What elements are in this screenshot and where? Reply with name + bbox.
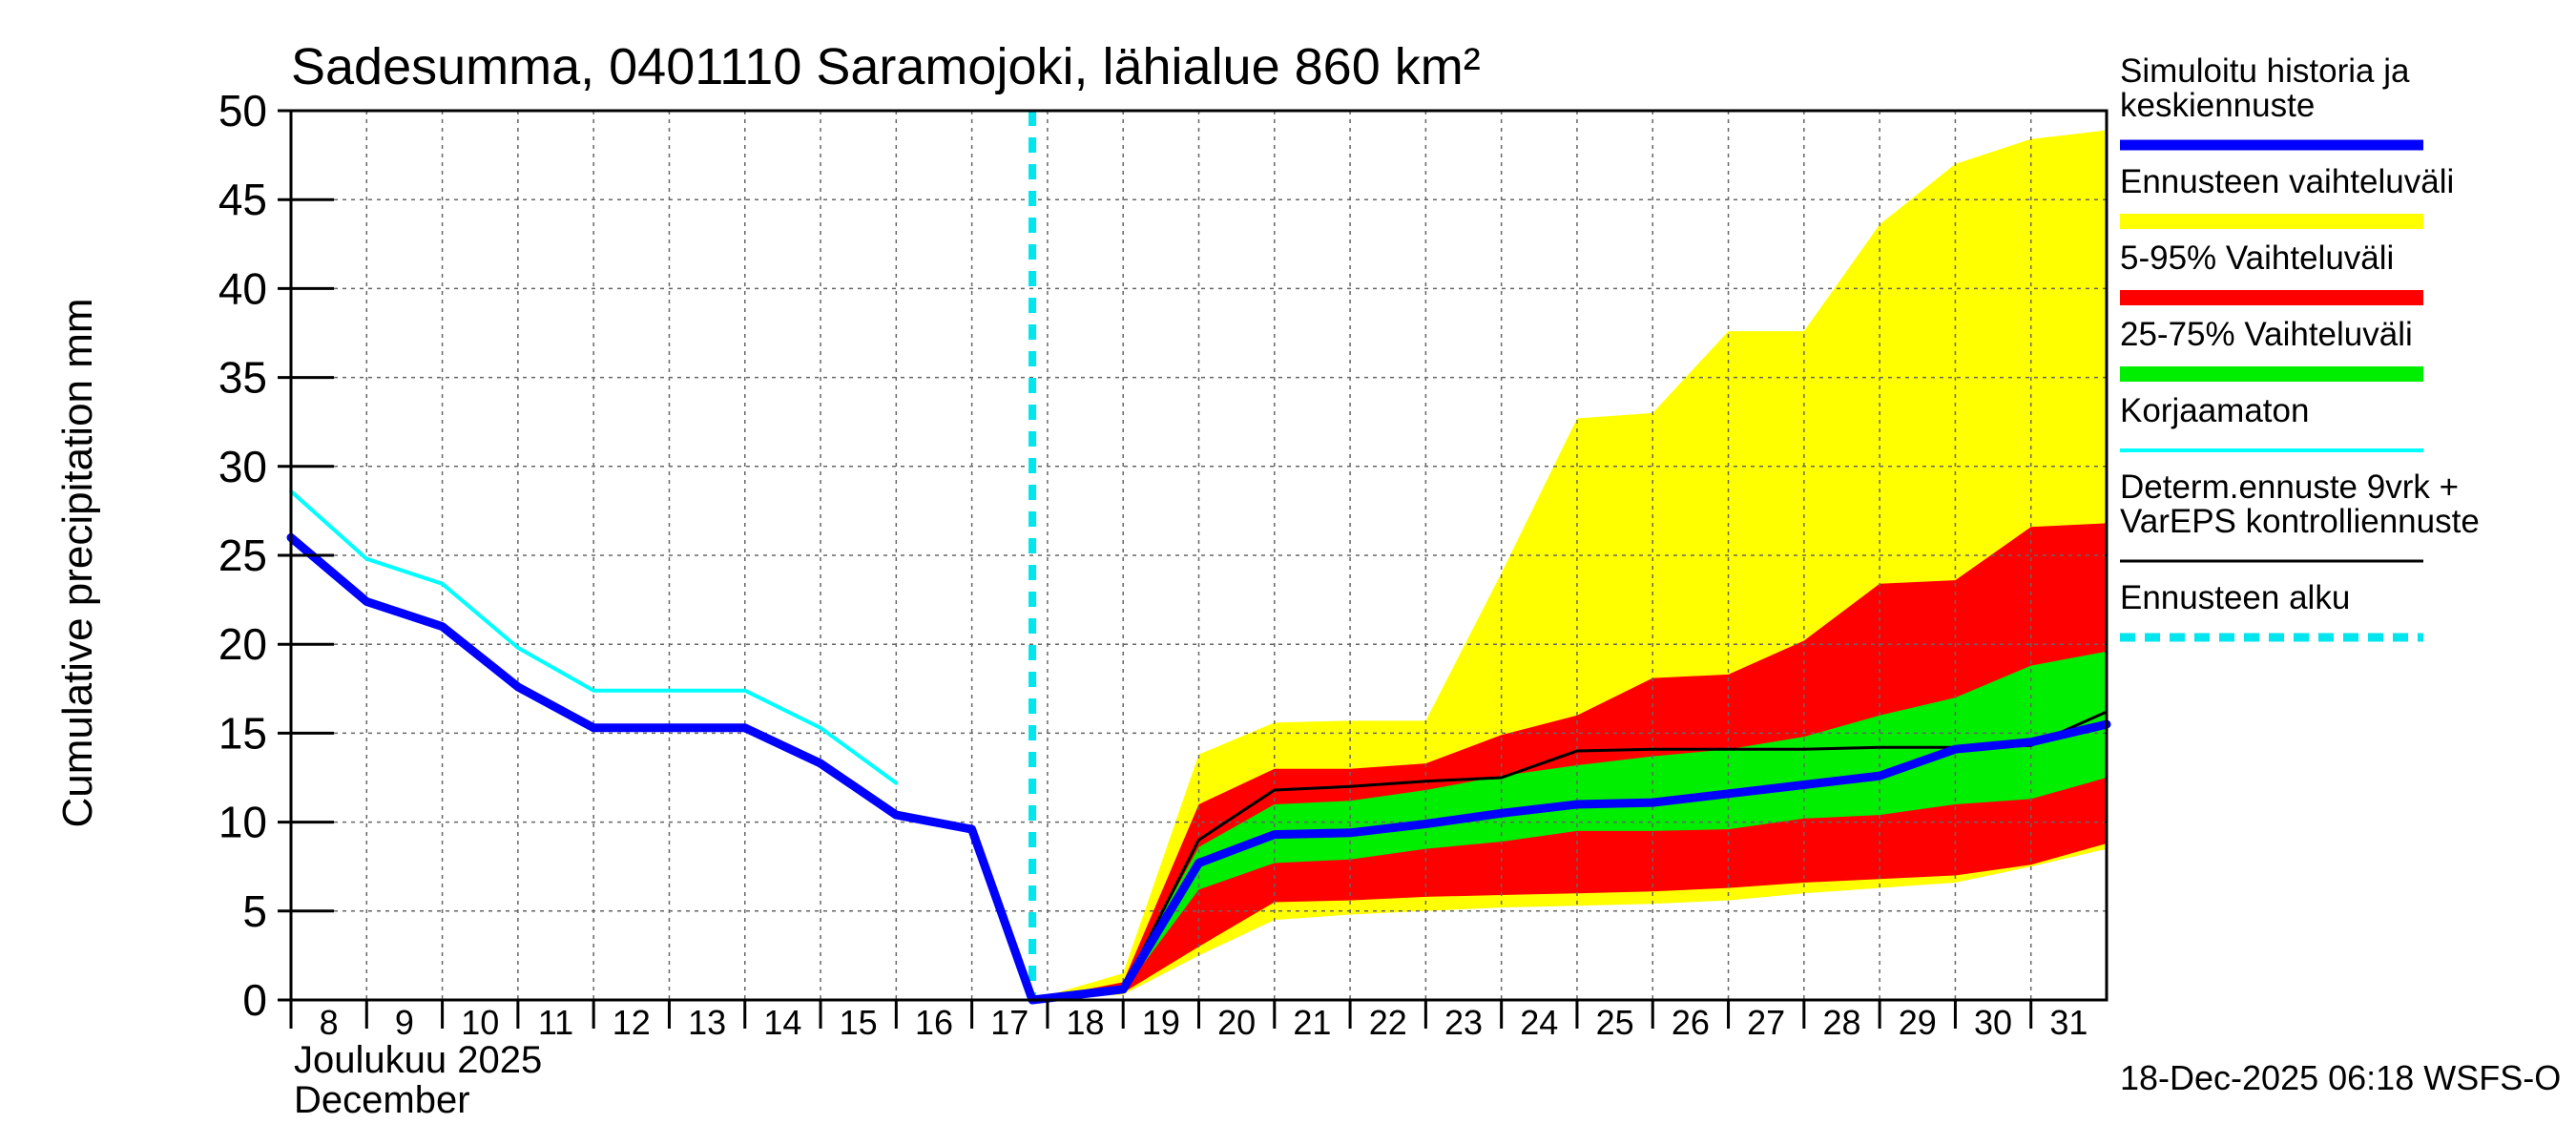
y-tick-label: 45	[218, 175, 267, 224]
y-tick-label: 20	[218, 619, 267, 669]
x-tick-label: 26	[1672, 1003, 1710, 1042]
y-tick-label: 25	[218, 531, 267, 580]
legend-label: keskiennuste	[2120, 87, 2315, 124]
legend-label: 25-75% Vaihteluväli	[2120, 316, 2413, 353]
y-tick-label: 30	[218, 442, 267, 491]
x-tick-label: 24	[1520, 1003, 1558, 1042]
x-tick-label: 28	[1822, 1003, 1860, 1042]
y-tick-label: 50	[218, 86, 267, 135]
legend-label: Simuloitu historia ja	[2120, 52, 2410, 90]
grid	[291, 110, 2107, 1000]
x-tick-label: 8	[320, 1003, 339, 1042]
footer-timestamp: 18-Dec-2025 06:18 WSFS-O	[2120, 1058, 2561, 1097]
y-tick-label: 15	[218, 708, 267, 758]
x-tick-label: 29	[1899, 1003, 1937, 1042]
legend-label: 5-95% Vaihteluväli	[2120, 239, 2394, 277]
x-axis-month-label: Joulukuu 2025	[294, 1039, 542, 1081]
series-lines	[286, 111, 2111, 1005]
x-tick-label: 14	[763, 1003, 801, 1042]
band-1	[1032, 523, 2107, 1000]
x-tick-label: 11	[538, 1003, 573, 1042]
x-tick-label: 22	[1369, 1003, 1407, 1042]
chart-title: Sadesumma, 0401110 Saramojoki, lähialue …	[291, 38, 1481, 95]
legend-label: VarEPS kontrolliennuste	[2120, 503, 2480, 540]
x-tick-label: 18	[1067, 1003, 1105, 1042]
x-tick-label: 12	[613, 1003, 651, 1042]
series-line-3	[1030, 710, 2109, 1002]
axes: 0 5 10 15 20 25 30 35 40 45 50 8 9 10 11 12 13 14 15 16 17 18…	[218, 86, 2109, 1042]
x-tick-label: 21	[1293, 1003, 1331, 1042]
x-tick-label: 20	[1217, 1003, 1256, 1042]
x-tick-label: 9	[395, 1003, 414, 1042]
y-tick-label: 0	[242, 975, 267, 1025]
x-tick-label: 30	[1974, 1003, 2012, 1042]
x-axis-month-label-en: December	[294, 1079, 470, 1121]
y-tick-label: 35	[218, 353, 267, 403]
x-tick-label: 17	[990, 1003, 1028, 1042]
y-tick-label: 40	[218, 263, 267, 313]
y-tick-label: 5	[242, 886, 267, 936]
legend-label: Determ.ennuste 9vrk +	[2120, 468, 2459, 506]
x-tick-label: 31	[2049, 1003, 2088, 1042]
legend-label: Ennusteen vaihteluväli	[2120, 163, 2454, 200]
x-tick-label: 15	[840, 1003, 878, 1042]
legend-label: Ennusteen alku	[2120, 579, 2350, 616]
x-tick-label: 10	[461, 1003, 499, 1042]
legend-label: Korjaamaton	[2120, 392, 2309, 429]
x-tick-label: 16	[915, 1003, 953, 1042]
x-tick-label: 13	[688, 1003, 726, 1042]
x-tick-label: 19	[1142, 1003, 1180, 1042]
series-line-5	[286, 532, 2111, 1005]
band-2	[1032, 651, 2107, 1000]
series-line-4	[289, 489, 899, 785]
x-tick-label: 25	[1596, 1003, 1634, 1042]
x-tick-label: 23	[1444, 1003, 1483, 1042]
x-tick-label: 27	[1747, 1003, 1785, 1042]
y-tick-label: 10	[218, 798, 267, 847]
y-axis-label: Cumulative precipitation mm	[54, 298, 101, 827]
